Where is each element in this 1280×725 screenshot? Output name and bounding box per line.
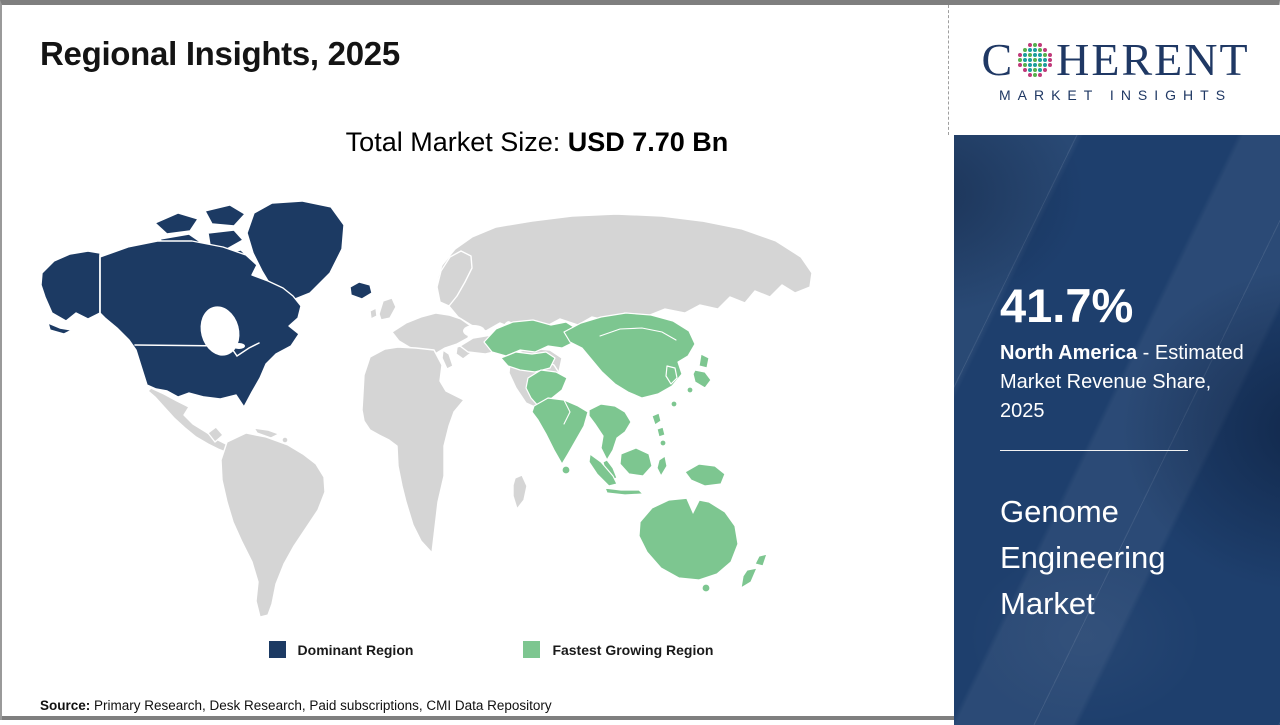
market-share-desc-text: - Estimated Market Revenue Share, 2025 (1000, 342, 1244, 422)
panel-divider (1000, 450, 1188, 451)
main-content: Regional Insights, 2025 Total Market Siz… (2, 5, 948, 720)
map-legend: Dominant Region Fastest Growing Region (18, 641, 964, 658)
legend-item-fastest-growing: Fastest Growing Region (523, 641, 713, 658)
north-america-details (99, 254, 260, 358)
dominant-region-swatch-icon (268, 641, 286, 658)
source-line: Source: Primary Research, Desk Research,… (40, 698, 552, 713)
source-label: Source: (40, 698, 91, 713)
world-map (40, 201, 820, 617)
market-share-description: North America - Estimated Market Revenue… (1000, 339, 1252, 426)
market-share-value: 41.7% (1000, 279, 1134, 332)
market-name: Genome Engineering Market (1000, 494, 1166, 621)
bottom-border (2, 716, 1279, 720)
page-title: Regional Insights, 2025 (40, 35, 400, 72)
dominant-region-label: Dominant Region (297, 641, 414, 658)
region-north-america (40, 201, 373, 408)
brand-tagline: MARKET INSIGHTS (998, 87, 1233, 103)
brand-logo: C HERENT MARKET INSIGHTS (948, 5, 1280, 135)
region-rest-of-world (147, 213, 813, 617)
region-asia-pacific (483, 312, 768, 593)
legend-item-dominant: Dominant Region (268, 641, 414, 658)
total-market-size: Total Market Size: USD 7.70 Bn (64, 127, 1010, 158)
asia-pacific-details (563, 327, 700, 514)
brand-suffix: HERENT (1056, 34, 1250, 85)
total-market-size-value: USD 7.70 Bn (567, 127, 729, 157)
highlight-panel: 41.7% North America - Estimated Market R… (954, 135, 1280, 725)
total-market-size-label: Total Market Size: (345, 127, 568, 157)
brand-prefix: C (981, 34, 1015, 85)
fastest-growing-region-swatch-icon (523, 641, 541, 658)
market-share-region: North America (1000, 342, 1138, 364)
world-map-svg (40, 201, 813, 617)
brand-wordmark: C HERENT (981, 37, 1249, 83)
source-text: Primary Research, Desk Research, Paid su… (90, 698, 552, 713)
fastest-growing-region-label: Fastest Growing Region (552, 641, 714, 658)
dot-sphere-logo-icon (1018, 43, 1053, 77)
